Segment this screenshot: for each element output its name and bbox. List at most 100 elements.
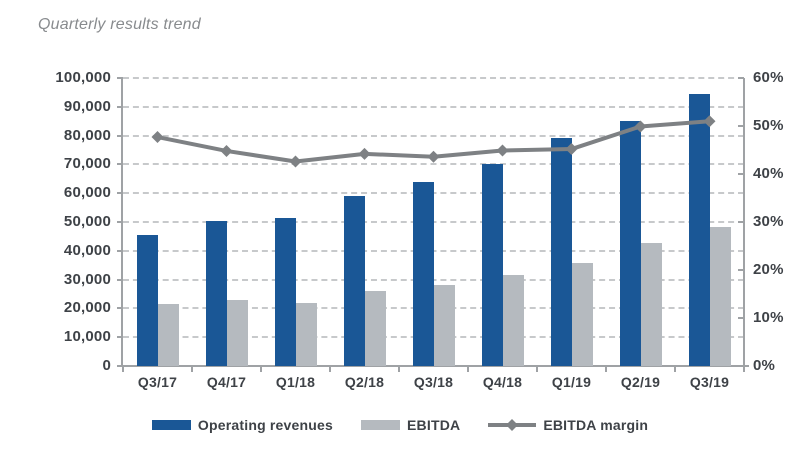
x-axis-line: [117, 365, 749, 367]
ebitda-margin-line-swatch-icon: [488, 419, 537, 431]
left-axis-tick: [117, 192, 123, 195]
gridline: [123, 105, 744, 108]
ebitda-margin-point-Q3/18: [427, 150, 440, 163]
x-axis-tick: [122, 366, 124, 372]
bar-ebitda-Q2/18: [364, 290, 386, 366]
ebitda-margin-point-Q1/18: [289, 155, 302, 168]
bar-operating-revenues-Q4/18: [481, 164, 503, 366]
gridline: [123, 77, 744, 79]
legend: Operating revenues EBITDA EBITDA margin: [0, 413, 800, 437]
ebitda-margin-point-Q3/17: [151, 131, 164, 144]
bar-operating-revenues-Q1/19: [550, 138, 572, 366]
ebitda-margin-line-layer: [151, 115, 716, 168]
gridline: [123, 163, 744, 166]
bar-ebitda-Q3/17: [157, 303, 179, 366]
right-y-axis-line: [743, 78, 745, 367]
x-axis-tick: [536, 366, 538, 372]
bar-operating-revenues-Q3/18: [412, 181, 434, 366]
left-axis-tick-label: 60,000: [63, 184, 111, 202]
right-axis-tick: [738, 173, 744, 175]
ebitda-margin-point-Q3/19: [703, 115, 716, 128]
left-axis-tick: [117, 336, 123, 339]
ebitda-margin-point-Q4/17: [220, 144, 233, 157]
x-axis-tick: [605, 366, 607, 372]
legend-label-operating-revenues: Operating revenues: [197, 417, 333, 433]
x-axis-tick: [467, 366, 469, 372]
right-axis-tick: [738, 125, 744, 127]
left-axis-tick: [117, 134, 123, 137]
bar-operating-revenues-Q2/19: [619, 121, 641, 366]
x-axis-tick: [260, 366, 262, 372]
bar-operating-revenues-Q4/17: [205, 220, 227, 366]
bar-ebitda-Q3/19: [709, 226, 731, 366]
bar-operating-revenues-Q3/17: [136, 234, 158, 366]
right-axis-tick: [738, 77, 744, 79]
x-axis-tick: [743, 366, 745, 372]
bar-operating-revenues-Q2/18: [343, 196, 365, 366]
left-axis-tick: [117, 77, 123, 79]
right-axis-tick-label: 60%: [753, 69, 784, 86]
ebitda-margin-point-Q2/18: [358, 147, 371, 160]
x-axis-category-label: Q2/19: [620, 374, 661, 390]
right-axis-tick: [738, 269, 744, 271]
bar-operating-revenues-Q3/19: [688, 93, 710, 366]
gridline: [123, 192, 744, 195]
plot-area: [123, 78, 744, 366]
left-axis-tick: [117, 307, 123, 310]
bar-ebitda-Q1/18: [295, 302, 317, 366]
x-axis-category-label: Q3/19: [689, 374, 730, 390]
gridline: [123, 278, 744, 281]
left-axis-tick-label: 90,000: [63, 97, 111, 115]
right-axis-tick: [738, 317, 744, 319]
bar-ebitda-Q4/18: [502, 275, 524, 366]
left-axis-tick: [117, 249, 123, 252]
x-axis-category-label: Q1/18: [275, 374, 316, 390]
chart-title: Quarterly results trend: [38, 16, 201, 33]
left-axis-tick-label: 70,000: [63, 155, 111, 173]
right-axis-tick-label: 10%: [753, 309, 784, 326]
right-axis-tick-label: 20%: [753, 261, 784, 278]
legend-label-ebitda-margin: EBITDA margin: [543, 417, 649, 433]
left-axis-tick-label: 100,000: [55, 69, 111, 86]
ebitda-margin-point-Q1/19: [565, 143, 578, 156]
bar-ebitda-Q2/19: [640, 243, 662, 366]
ebitda-margin-point-Q4/18: [496, 144, 509, 157]
right-axis-tick-label: 50%: [753, 117, 784, 134]
x-axis-category-label: Q1/19: [551, 374, 592, 390]
ebitda-margin-point-Q2/19: [634, 120, 647, 133]
x-axis-category-label: Q3/18: [413, 374, 454, 390]
x-axis-category-label: Q4/18: [482, 374, 523, 390]
left-axis-tick: [117, 221, 123, 223]
left-axis-tick-label: 40,000: [63, 241, 111, 259]
legend-item-ebitda: EBITDA: [361, 417, 460, 433]
left-axis-tick: [117, 365, 123, 367]
operating-revenues-swatch-icon: [151, 420, 191, 430]
left-axis-tick-label: 80,000: [63, 126, 111, 144]
gridline: [123, 134, 744, 137]
left-axis-tick: [117, 105, 123, 108]
left-axis-tick-label: 20,000: [63, 299, 111, 317]
x-axis-tick: [191, 366, 193, 372]
x-axis-tick: [398, 366, 400, 372]
legend-item-operating-revenues: Operating revenues: [151, 417, 333, 433]
bar-ebitda-Q1/19: [571, 262, 593, 366]
right-axis-tick: [738, 221, 744, 223]
ebitda-swatch-icon: [361, 420, 400, 430]
legend-label-ebitda: EBITDA: [407, 417, 461, 433]
right-axis-tick: [738, 365, 744, 367]
x-axis-tick: [674, 366, 676, 372]
x-axis-category-label: Q2/18: [344, 374, 385, 390]
left-axis-tick-label: 30,000: [63, 270, 111, 288]
legend-item-ebitda-margin: EBITDA margin: [488, 417, 648, 433]
left-axis-tick-label: 0: [102, 357, 111, 374]
bar-ebitda-Q4/17: [226, 300, 248, 366]
x-axis-category-label: Q3/17: [137, 374, 178, 390]
bar-operating-revenues-Q1/18: [274, 217, 296, 366]
left-axis-tick: [117, 278, 123, 281]
right-axis-tick-label: 40%: [753, 165, 784, 182]
right-axis-tick-label: 30%: [753, 213, 784, 230]
left-axis-tick: [117, 163, 123, 166]
x-axis-tick: [329, 366, 331, 372]
gridline: [123, 221, 744, 223]
